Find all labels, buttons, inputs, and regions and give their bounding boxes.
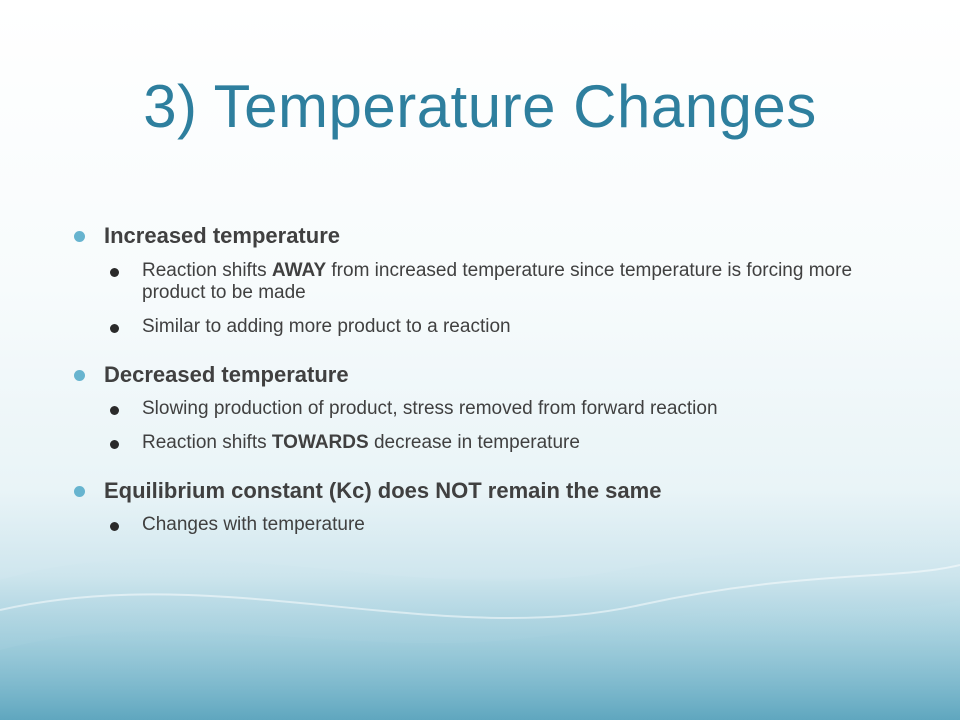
- sub-bullet-icon: [110, 522, 119, 532]
- bullet-point: Decreased temperature Slowing production…: [72, 361, 892, 455]
- sub-bullet-list: Slowing production of product, stress re…: [104, 398, 892, 455]
- sub-bullet-text: Reaction shifts: [142, 432, 272, 454]
- sub-bullet-point: Slowing production of product, stress re…: [104, 398, 892, 421]
- sub-bullet-list: Reaction shifts AWAY from increased temp…: [104, 260, 892, 339]
- sub-bullet-point: Reaction shifts TOWARDS decrease in temp…: [104, 432, 892, 455]
- sub-bullet-icon: [110, 440, 119, 450]
- sub-bullet-icon: [110, 267, 119, 277]
- emphasis-text: AWAY: [271, 259, 327, 281]
- sub-bullet-text: Slowing production of product, stress re…: [142, 398, 718, 420]
- bullet-icon: [74, 231, 85, 242]
- bullet-icon: [74, 485, 85, 497]
- bullet-text: Increased temperature: [104, 223, 340, 248]
- sub-bullet-point: Changes with temperature: [104, 514, 892, 537]
- emphasis-text: TOWARDS: [271, 432, 369, 454]
- sub-bullet-point: Reaction shifts AWAY from increased temp…: [104, 260, 892, 306]
- sub-bullet-icon: [110, 406, 119, 416]
- bullet-point: Equilibrium constant (Kc) does NOT remai…: [72, 477, 892, 537]
- sub-bullet-point: Similar to adding more product to a reac…: [104, 316, 892, 339]
- background-wave: [0, 530, 960, 720]
- bullet-icon: [74, 369, 85, 381]
- sub-bullet-text: Similar to adding more product to a reac…: [142, 316, 511, 338]
- bullet-point: Increased temperature Reaction shifts AW…: [72, 222, 892, 339]
- bullet-list: Increased temperature Reaction shifts AW…: [72, 222, 892, 559]
- sub-bullet-text: Reaction shifts: [142, 259, 272, 281]
- sub-bullet-text-continued: decrease in temperature: [368, 432, 580, 454]
- sub-bullet-icon: [110, 324, 119, 334]
- bullet-text: Equilibrium constant (Kc) does NOT remai…: [104, 477, 662, 503]
- slide-title: 3) Temperature Changes: [143, 73, 817, 140]
- sub-bullet-text-continued: from increased temperature since tempera…: [142, 259, 853, 304]
- bullet-text: Decreased temperature: [104, 361, 349, 387]
- sub-bullet-text: Changes with temperature: [142, 514, 365, 536]
- sub-bullet-list: Changes with temperature: [104, 514, 892, 537]
